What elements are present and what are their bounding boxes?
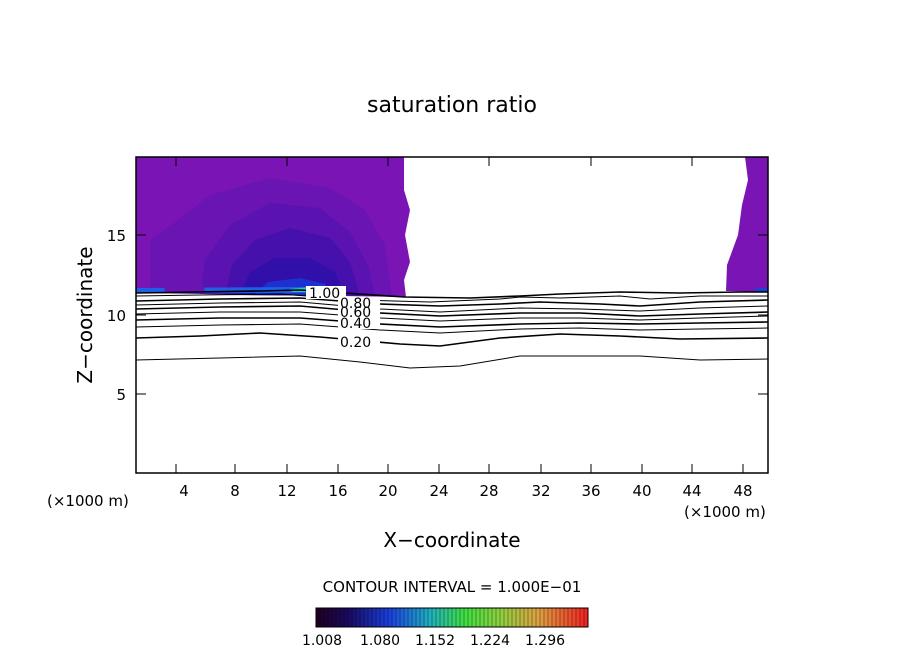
- contour-label-0.40: 0.40: [340, 316, 371, 332]
- contour-label-group: 1.00 0.80 0.60 0.40 0.20: [306, 286, 380, 351]
- contour-label-1.00: 1.00: [309, 286, 340, 302]
- contour-label-bg: [338, 318, 380, 329]
- x-tick-label: 8: [230, 482, 240, 500]
- y-axis-label: Z−coordinate: [73, 246, 97, 383]
- contour-label-bg: [338, 298, 380, 310]
- x-tick-label: 24: [429, 482, 448, 500]
- contour-line-0.30: [136, 323, 768, 334]
- colorbar-tick-label: 1.008: [302, 633, 342, 649]
- y-tick-label: 10: [107, 307, 126, 325]
- x-tick-label: 32: [531, 482, 550, 500]
- contour-line-0.70: [136, 301, 768, 313]
- x-unit-label-right: (×1000 m): [684, 503, 766, 521]
- y-tick-label: 15: [107, 227, 126, 245]
- shade-hill-accent: [160, 232, 205, 292]
- contour-label-bg: [338, 335, 380, 348]
- x-tick-label: 36: [581, 482, 600, 500]
- x-tick-label: 16: [328, 482, 347, 500]
- contour-line-1.00: [136, 289, 768, 299]
- colorbar-tick-labels: 1.008 1.080 1.152 1.224 1.296: [302, 633, 565, 649]
- contour-label-0.20: 0.20: [340, 335, 371, 351]
- x-unit-label-left: (×1000 m): [47, 492, 129, 510]
- x-tick-label: 4: [179, 482, 189, 500]
- colorbar-stripes: [319, 608, 585, 627]
- x-tick-label: 20: [378, 482, 397, 500]
- colorbar-tick-label: 1.224: [470, 633, 510, 649]
- contour-label-bg: [306, 286, 346, 299]
- contour-line-0.60: [136, 305, 768, 317]
- contour-lines: [136, 289, 768, 369]
- contour-line-0.90: [136, 293, 768, 303]
- x-axis-ticks: [175, 157, 744, 473]
- shaded-region-right: [726, 157, 768, 292]
- colorbar: [315, 607, 589, 628]
- colorbar-tick-label: 1.296: [525, 633, 565, 649]
- shade-right-level-1: [726, 157, 768, 292]
- y-tick-label: 5: [116, 386, 126, 404]
- contour-line-0.50: [136, 311, 768, 322]
- contour-label-bg: [338, 308, 380, 318]
- contour-line-0.40: [136, 317, 768, 328]
- chart-title: saturation ratio: [367, 93, 537, 118]
- x-tick-labels: 4 8 12 16 20 24 28 32 36 40 44 48: [179, 482, 752, 500]
- x-tick-label: 44: [682, 482, 701, 500]
- shade-right-strip: [755, 288, 768, 292]
- y-tick-labels: 5 10 15: [107, 227, 126, 404]
- x-tick-label: 40: [632, 482, 651, 500]
- contour-interval-text: CONTOUR INTERVAL = 1.000E−01: [323, 578, 582, 596]
- x-tick-label: 28: [479, 482, 498, 500]
- x-tick-label: 12: [277, 482, 296, 500]
- colorbar-tick-label: 1.152: [415, 633, 455, 649]
- x-axis-label: X−coordinate: [383, 528, 520, 552]
- colorbar-tick-label: 1.080: [360, 633, 400, 649]
- contour-line-0.10: [136, 355, 768, 369]
- contour-line-0.80: [136, 297, 768, 307]
- y-axis-ticks: [136, 234, 768, 395]
- contour-label-0.60: 0.60: [340, 305, 371, 321]
- x-tick-label: 48: [733, 482, 752, 500]
- contour-line-0.20: [136, 332, 768, 347]
- shaded-region-left: [136, 157, 410, 297]
